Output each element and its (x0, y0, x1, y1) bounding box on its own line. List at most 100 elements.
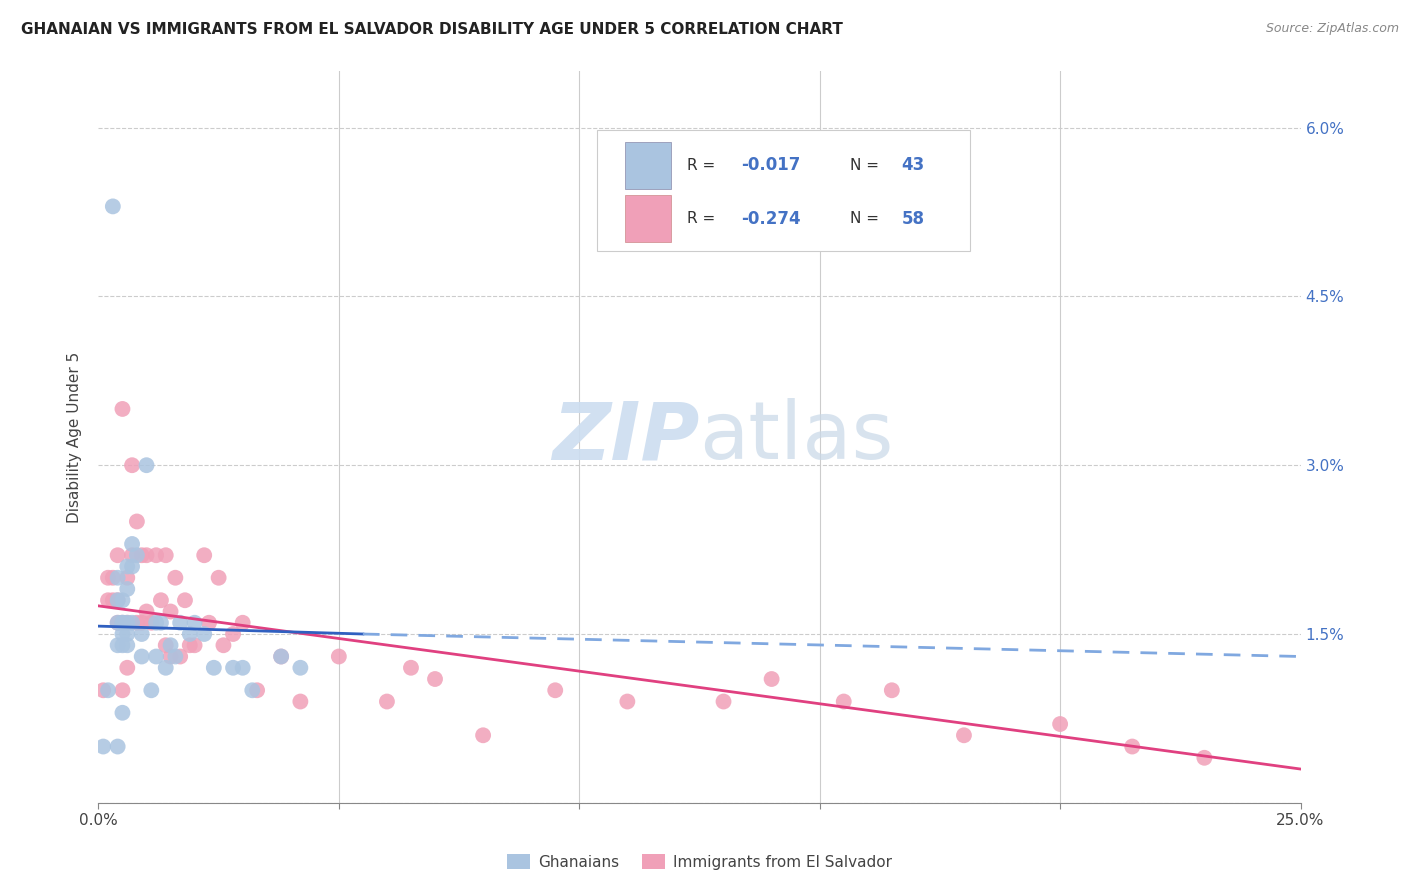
Text: GHANAIAN VS IMMIGRANTS FROM EL SALVADOR DISABILITY AGE UNDER 5 CORRELATION CHART: GHANAIAN VS IMMIGRANTS FROM EL SALVADOR … (21, 22, 844, 37)
Point (111, 683, 134, 698)
Point (117, 615, 139, 630)
Point (111, 638, 134, 652)
Point (131, 627, 153, 641)
Point (159, 605, 181, 619)
Point (91, 683, 114, 698)
Text: 58: 58 (901, 210, 924, 227)
Text: N =: N = (849, 158, 883, 173)
Point (183, 615, 205, 630)
Point (290, 694, 312, 708)
Y-axis label: Disability Age Under 5: Disability Age Under 5 (67, 351, 83, 523)
Point (159, 649, 181, 664)
Point (375, 694, 398, 708)
Point (1049, 717, 1071, 731)
Point (141, 615, 163, 630)
Point (125, 548, 148, 562)
Point (145, 649, 167, 664)
Text: N =: N = (849, 211, 883, 226)
Point (111, 615, 134, 630)
Point (713, 694, 735, 708)
Point (107, 638, 129, 652)
Text: ZIP: ZIP (553, 398, 700, 476)
Point (131, 548, 153, 562)
Point (232, 661, 254, 675)
Point (97, 683, 120, 698)
Point (131, 615, 153, 630)
Point (97, 571, 120, 585)
Text: R =: R = (688, 211, 721, 226)
Point (1194, 751, 1216, 765)
Point (107, 615, 129, 630)
Point (117, 582, 139, 596)
Point (423, 672, 446, 686)
Point (117, 638, 139, 652)
Point (97, 593, 120, 607)
Point (212, 638, 235, 652)
Point (107, 739, 129, 754)
Point (169, 649, 191, 664)
Text: R =: R = (688, 158, 721, 173)
Point (135, 548, 157, 562)
Point (240, 683, 263, 698)
Point (155, 548, 177, 562)
Point (270, 649, 292, 664)
Point (101, 593, 124, 607)
Point (193, 627, 215, 641)
Point (246, 683, 269, 698)
Point (107, 571, 129, 585)
Point (149, 615, 172, 630)
Point (544, 683, 567, 698)
Point (880, 683, 903, 698)
Point (399, 661, 422, 675)
Point (174, 593, 197, 607)
Point (121, 559, 143, 574)
Point (953, 728, 976, 742)
Point (111, 706, 134, 720)
Point (198, 615, 221, 630)
Point (125, 515, 148, 529)
Point (208, 571, 231, 585)
Point (159, 638, 181, 652)
Point (117, 661, 139, 675)
Point (107, 593, 129, 607)
Point (179, 638, 201, 652)
Point (117, 627, 139, 641)
Point (111, 593, 134, 607)
Point (135, 605, 157, 619)
Point (111, 627, 134, 641)
Bar (624, 194, 671, 243)
Bar (624, 142, 671, 189)
Point (193, 548, 215, 562)
Point (169, 615, 191, 630)
Point (472, 728, 495, 742)
Legend: Ghanaians, Immigrants from El Salvador: Ghanaians, Immigrants from El Salvador (502, 847, 897, 876)
Text: -0.274: -0.274 (741, 210, 801, 227)
Point (101, 199, 124, 213)
Point (125, 615, 148, 630)
Text: 43: 43 (901, 156, 925, 174)
Point (111, 615, 134, 630)
Text: -0.017: -0.017 (741, 156, 801, 174)
Point (832, 694, 855, 708)
Point (107, 548, 129, 562)
Point (111, 401, 134, 416)
Point (149, 593, 172, 607)
Point (155, 638, 177, 652)
Point (616, 694, 638, 708)
FancyBboxPatch shape (598, 130, 970, 251)
Point (232, 615, 254, 630)
Point (155, 661, 177, 675)
Point (101, 571, 124, 585)
Point (117, 559, 139, 574)
Point (183, 638, 205, 652)
Point (165, 649, 187, 664)
Point (117, 571, 139, 585)
Point (328, 649, 350, 664)
Text: Source: ZipAtlas.com: Source: ZipAtlas.com (1265, 22, 1399, 36)
Point (121, 537, 143, 551)
Text: atlas: atlas (700, 398, 894, 476)
Point (121, 458, 143, 473)
Point (121, 615, 143, 630)
Point (222, 661, 245, 675)
Point (270, 649, 292, 664)
